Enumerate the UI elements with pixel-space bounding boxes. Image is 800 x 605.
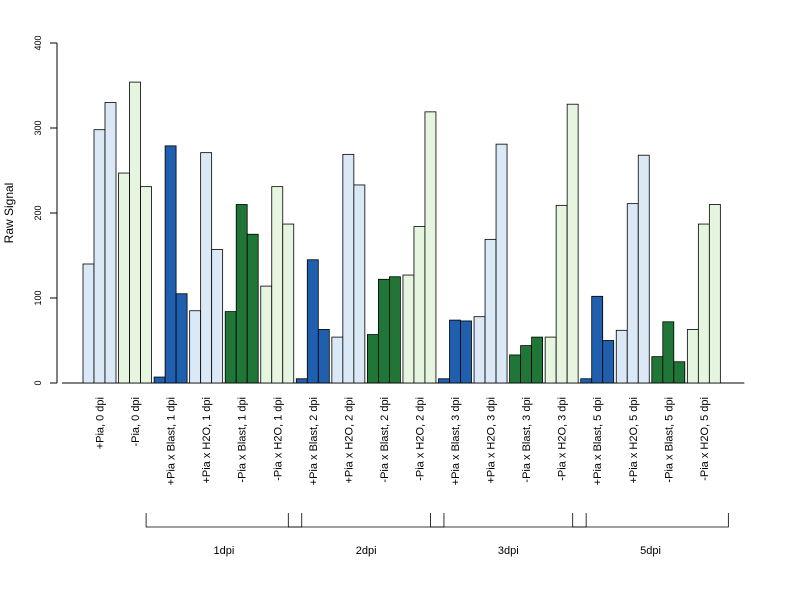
day-bracket-label: 3dpi bbox=[498, 545, 519, 557]
x-tick-label: -Pia x Blast, 1 dpi bbox=[237, 397, 249, 483]
bar bbox=[211, 249, 224, 384]
x-tick-label: -Pia x Blast, 5 dpi bbox=[663, 397, 675, 483]
x-tick-labels: +Pia, 0 dpi -Pia, 0 dpi +Pia x Blast, 1 dp… bbox=[95, 397, 711, 485]
bar bbox=[295, 378, 308, 384]
x-tick-label: -Pia x Blast, 2 dpi bbox=[379, 397, 391, 483]
bar bbox=[566, 103, 579, 384]
bar bbox=[366, 334, 379, 384]
bar bbox=[377, 278, 390, 384]
x-tick-label: -Pia x H2O, 2 dpi bbox=[414, 397, 426, 481]
bar bbox=[118, 172, 130, 384]
x-tick-label: +Pia x H2O, 1 dpi bbox=[201, 397, 213, 484]
bar bbox=[708, 204, 721, 384]
day-bracket-line bbox=[145, 513, 303, 528]
bar bbox=[544, 336, 557, 384]
bar bbox=[591, 295, 604, 384]
bar bbox=[697, 223, 710, 384]
bar bbox=[626, 203, 639, 384]
bar bbox=[200, 152, 213, 384]
day-bracket-label: 5dpi bbox=[640, 545, 661, 557]
bar bbox=[413, 226, 426, 384]
day-bracket-label: 1dpi bbox=[214, 545, 235, 557]
bar bbox=[460, 320, 472, 384]
bar bbox=[260, 285, 273, 384]
bar bbox=[271, 186, 284, 384]
bar bbox=[402, 274, 415, 384]
day-bracket: 2dpi bbox=[287, 513, 445, 557]
bar bbox=[82, 263, 95, 384]
bar bbox=[153, 376, 166, 384]
bar bbox=[342, 153, 355, 384]
bar bbox=[104, 102, 117, 384]
y-axis-label: Raw Signal bbox=[2, 183, 16, 244]
bar bbox=[246, 233, 259, 384]
day-bracket-line bbox=[287, 513, 445, 528]
bar bbox=[306, 259, 319, 384]
bar bbox=[637, 154, 650, 384]
day-bracket: 3dpi bbox=[430, 513, 587, 557]
x-tick-label: +Pia x Blast, 3 dpi bbox=[450, 397, 462, 485]
bar bbox=[175, 293, 188, 384]
bar bbox=[484, 238, 497, 384]
day-bracket: 5dpi bbox=[572, 513, 729, 557]
x-tick-label: -Pia x H2O, 5 dpi bbox=[699, 397, 711, 481]
bar bbox=[520, 345, 532, 384]
bar bbox=[224, 311, 237, 384]
x-tick-label: -Pia x Blast, 3 dpi bbox=[521, 397, 533, 483]
bar bbox=[438, 378, 450, 384]
x-tick-label: +Pia x H2O, 2 dpi bbox=[343, 397, 355, 484]
day-bracket: 1dpi bbox=[145, 513, 303, 557]
y-tick-label: 0 bbox=[33, 380, 43, 385]
x-tick-label: -Pia x H2O, 3 dpi bbox=[557, 397, 569, 481]
bar bbox=[164, 145, 177, 384]
bar bbox=[189, 310, 202, 384]
x-tick-label: +Pia x Blast, 5 dpi bbox=[592, 397, 604, 485]
y-tick-label: 300 bbox=[33, 120, 43, 135]
x-tick-label: +Pia, 0 dpi bbox=[95, 397, 107, 449]
bar bbox=[353, 184, 366, 384]
bar bbox=[129, 81, 141, 384]
bar bbox=[580, 378, 593, 384]
bar bbox=[673, 361, 686, 384]
bars bbox=[82, 81, 721, 384]
day-brackets: 1dpi 2dpi 3dpi 5dpi bbox=[145, 513, 729, 557]
bar bbox=[282, 223, 295, 384]
x-tick-label: +Pia x Blast, 2 dpi bbox=[308, 397, 320, 485]
x-tick-label: +Pia x Blast, 1 dpi bbox=[166, 397, 178, 485]
bar bbox=[140, 186, 152, 384]
bar bbox=[686, 329, 699, 384]
bar bbox=[495, 143, 508, 384]
bar bbox=[449, 319, 461, 384]
bar bbox=[473, 316, 486, 384]
bar bbox=[531, 336, 543, 384]
x-tick-label: +Pia x H2O, 5 dpi bbox=[628, 397, 640, 484]
y-tick-label: 200 bbox=[33, 205, 43, 220]
day-bracket-line bbox=[572, 513, 729, 528]
x-tick-label: -Pia, 0 dpi bbox=[130, 397, 142, 447]
bar bbox=[662, 321, 675, 384]
bar bbox=[509, 354, 522, 384]
x-tick-label: -Pia x H2O, 1 dpi bbox=[272, 397, 284, 481]
x-tick-label: +Pia x H2O, 3 dpi bbox=[486, 397, 498, 484]
bar bbox=[424, 111, 437, 384]
bar bbox=[93, 129, 106, 384]
bar bbox=[602, 340, 615, 384]
bar bbox=[555, 204, 568, 384]
y-tick-label: 100 bbox=[33, 290, 43, 305]
bar bbox=[651, 356, 664, 384]
y-axis: 0 100 200 300 400 bbox=[33, 35, 58, 386]
bar bbox=[388, 276, 401, 384]
bar bbox=[615, 329, 628, 384]
y-tick-label: 400 bbox=[33, 35, 43, 50]
bar bbox=[235, 204, 248, 384]
bar bbox=[317, 329, 330, 384]
bar bbox=[331, 336, 344, 384]
day-bracket-label: 2dpi bbox=[356, 545, 377, 557]
day-bracket-line bbox=[430, 513, 587, 528]
